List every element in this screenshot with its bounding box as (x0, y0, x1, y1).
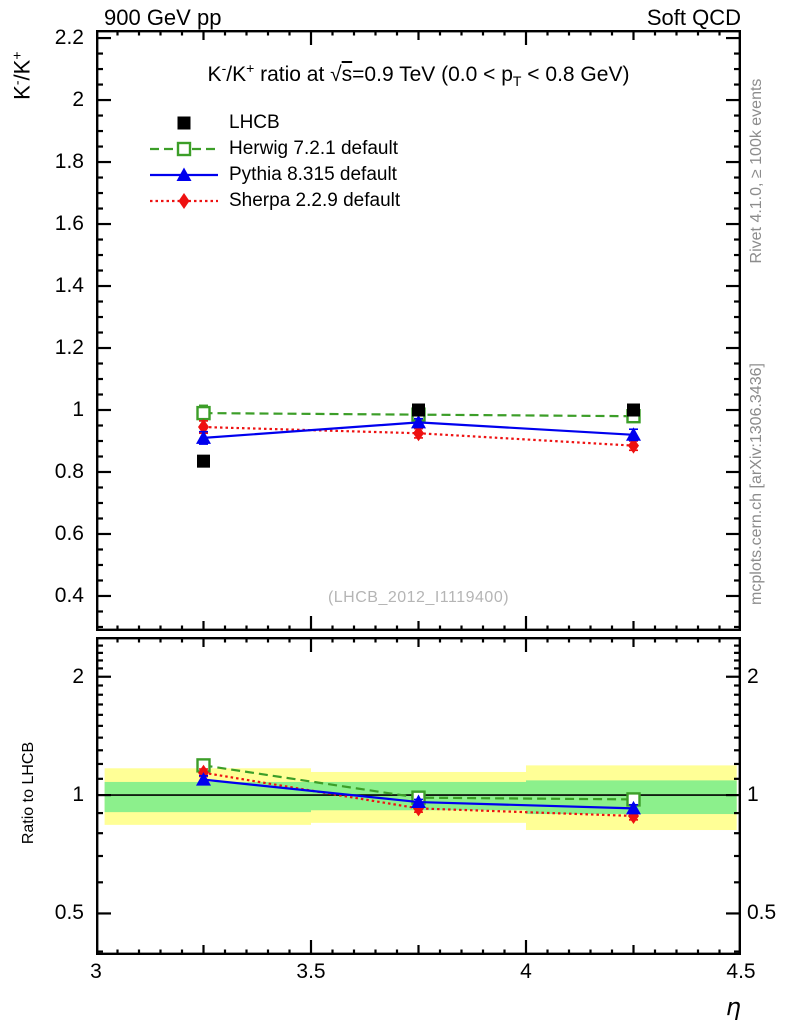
x-tick-label: 4.5 (726, 960, 756, 983)
pythia-marker-icon (150, 167, 218, 181)
main-plot-panel (96, 30, 741, 631)
main-y-tick-label: 2 (72, 88, 84, 112)
ratio-y-tick-label-right: 2 (747, 664, 759, 688)
main-y-tick-label: 1.6 (54, 212, 84, 236)
main-y-tick-label: 1 (72, 398, 84, 421)
legend-label-sherpa: Sherpa 2.2.9 default (229, 190, 401, 211)
x-axis-title: η (725, 993, 741, 1021)
legend-item-pythia: Pythia 8.315 default (148, 162, 400, 188)
ratio-y-tick-label-left: 1 (72, 783, 84, 807)
lhcb-marker-icon (177, 116, 191, 130)
ratio-plot-panel (96, 637, 741, 956)
legend-item-herwig: Herwig 7.2.1 default (148, 136, 400, 162)
main-y-tick-label: 0.4 (54, 583, 84, 607)
ratio-y-tick-label-right: 0.5 (747, 901, 777, 925)
x-tick-label: 3.5 (296, 960, 326, 983)
main-y-tick-label: 1.2 (54, 336, 84, 359)
plot-title: K-/K+ ratio at √s=0.9 TeV (0.0 < pT < 0.… (207, 60, 630, 90)
herwig-marker-icon (150, 141, 218, 157)
legend: LHCB Herwig 7.2.1 default Pythia 8.315 def… (148, 110, 400, 214)
main-y-tick-label: 0.8 (54, 459, 84, 483)
ratio-y-tick-label-left: 2 (72, 664, 84, 688)
analysis-id-watermark: (LHCB_2012_I1119400) (327, 589, 510, 606)
sherpa-marker-icon (150, 193, 218, 209)
legend-label-herwig: Herwig 7.2.1 default (229, 138, 398, 159)
main-y-tick-label: 1.8 (54, 150, 84, 174)
x-tick-label: 3 (90, 960, 102, 983)
header-beam-energy: 900 GeV pp (104, 5, 222, 30)
ratio-y-tick-label-right: 1 (747, 783, 759, 807)
main-y-tick-label: 2.2 (54, 26, 84, 50)
legend-label-pythia: Pythia 8.315 default (229, 164, 397, 185)
main-y-tick-label: 0.6 (54, 521, 84, 545)
legend-item-sherpa: Sherpa 2.2.9 default (148, 188, 400, 214)
x-tick-label: 4 (520, 960, 532, 983)
legend-label-lhcb: LHCB (229, 112, 280, 133)
main-y-tick-label: 1.4 (54, 274, 84, 298)
mcplots-arxiv-note: mcplots.cern.ch [arXiv:1306.3436] (748, 363, 765, 605)
header-process-group: Soft QCD (646, 5, 741, 30)
ratio-y-tick-label-left: 0.5 (54, 901, 84, 925)
rivet-version-note: Rivet 4.1.0, ≥ 100k events (748, 78, 765, 264)
legend-item-lhcb: LHCB (148, 110, 400, 136)
